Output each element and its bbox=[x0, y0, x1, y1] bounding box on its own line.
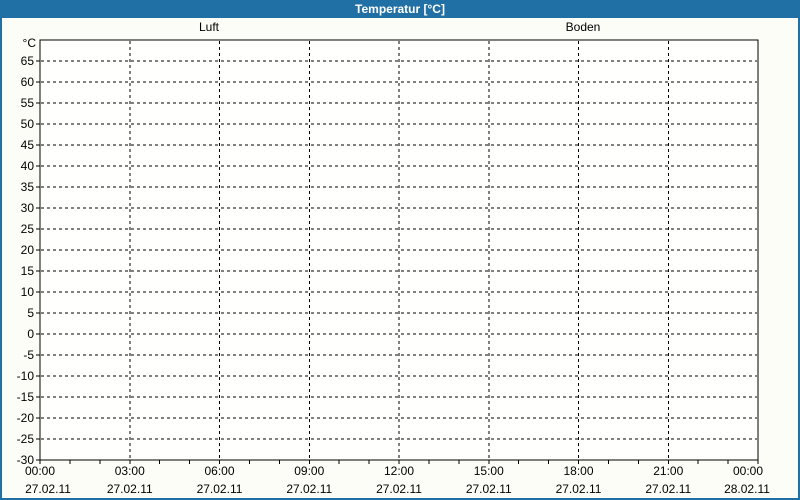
y-tick-label: 5 bbox=[27, 306, 34, 320]
x-tick-time-label: 06:00 bbox=[204, 464, 234, 478]
y-tick-label: -10 bbox=[17, 369, 35, 383]
x-tick-time-label: 12:00 bbox=[384, 464, 414, 478]
y-tick-label: -25 bbox=[17, 432, 35, 446]
x-tick-date-label: 27.02.11 bbox=[286, 482, 332, 496]
y-tick-label: 0 bbox=[27, 327, 34, 341]
x-tick-date-label: 27.02.11 bbox=[197, 482, 243, 496]
y-tick-label: -15 bbox=[17, 390, 35, 404]
y-tick-label: -5 bbox=[23, 348, 34, 362]
x-tick-date-label: 27.02.11 bbox=[107, 482, 153, 496]
y-tick-label: 25 bbox=[21, 222, 35, 236]
y-tick-label: -20 bbox=[17, 411, 35, 425]
x-tick-time-label: 15:00 bbox=[474, 464, 504, 478]
x-tick-time-label: 00:00 bbox=[733, 464, 763, 478]
temperature-chart: 65605550454035302520151050-5-10-15-20-25… bbox=[17, 20, 771, 496]
y-tick-label: 40 bbox=[21, 159, 35, 173]
y-tick-label: 65 bbox=[21, 54, 35, 68]
y-tick-label: 55 bbox=[21, 96, 35, 110]
y-tick-label: 35 bbox=[21, 180, 35, 194]
x-tick-date-label: 27.02.11 bbox=[466, 482, 512, 496]
x-tick-date-label: 27.02.11 bbox=[376, 482, 422, 496]
x-tick-date-label: 28.02.11 bbox=[724, 482, 770, 496]
x-tick-date-label: 27.02.11 bbox=[25, 482, 71, 496]
legend-label-luft: Luft bbox=[199, 20, 220, 34]
window-title: Temperatur [°C] bbox=[355, 2, 445, 16]
legend-label-boden: Boden bbox=[566, 20, 601, 34]
y-axis-unit-label: °C bbox=[23, 36, 37, 50]
y-tick-label: 15 bbox=[21, 264, 35, 278]
x-tick-date-label: 27.02.11 bbox=[556, 482, 602, 496]
x-tick-time-label: 00:00 bbox=[25, 464, 55, 478]
chart-body: 65 60 55 50 45 40 35 30 25 20 15 10 5 0 -5 -10 -15 -20 -25… bbox=[2, 18, 798, 498]
y-tick-label: 20 bbox=[21, 243, 35, 257]
y-tick-label: 10 bbox=[21, 285, 35, 299]
y-tick-label: 50 bbox=[21, 117, 35, 131]
x-tick-date-label: 27.02.11 bbox=[645, 482, 691, 496]
y-tick-label: 45 bbox=[21, 138, 35, 152]
y-tick-label: 30 bbox=[21, 201, 35, 215]
x-tick-time-label: 03:00 bbox=[115, 464, 145, 478]
window-titlebar: Temperatur [°C] bbox=[0, 0, 800, 18]
x-tick-time-label: 18:00 bbox=[563, 464, 593, 478]
x-tick-time-label: 21:00 bbox=[653, 464, 683, 478]
y-tick-label: 60 bbox=[21, 75, 35, 89]
x-tick-time-label: 09:00 bbox=[294, 464, 324, 478]
y-tick-label: -30 bbox=[17, 453, 35, 467]
